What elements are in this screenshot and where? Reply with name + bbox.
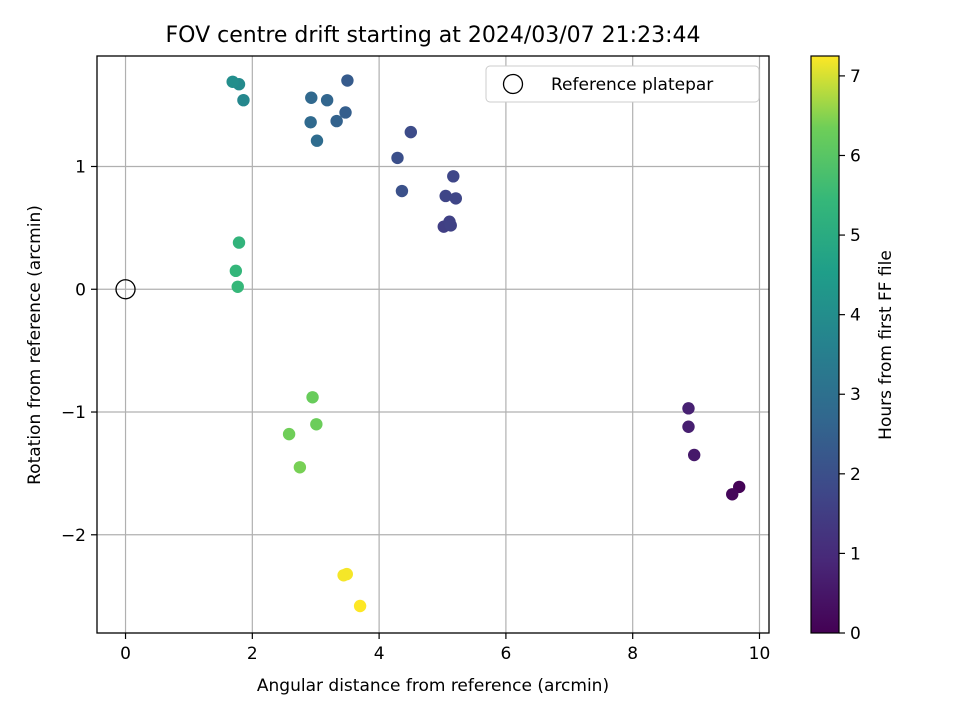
data-point	[330, 114, 343, 128]
reference-marker	[115, 279, 136, 300]
y-tick-label: −2	[61, 526, 86, 546]
colorbar-tick-label: 0	[850, 624, 861, 644]
data-point	[229, 264, 243, 278]
x-tick-label: 4	[374, 644, 385, 664]
data-point	[310, 134, 324, 147]
data-point	[232, 236, 246, 249]
y-axis-label: Rotation from reference (arcmin)	[25, 205, 45, 485]
colorbar-tick-label: 7	[850, 67, 861, 87]
colorbar-tick-label: 3	[850, 385, 861, 405]
y-tick-label: 1	[75, 157, 86, 177]
legend: Reference platepar	[485, 65, 760, 103]
colorbar-tick-label: 6	[850, 146, 861, 166]
data-point	[726, 488, 739, 501]
colorbar-label: Hours from first FF file	[876, 250, 896, 440]
reference-point	[115, 279, 136, 300]
chart-title: FOV centre drift starting at 2024/03/07 …	[166, 23, 701, 48]
data-point	[391, 151, 404, 165]
data-point	[447, 170, 460, 183]
x-tick-label: 10	[749, 644, 771, 664]
colorbar-tick-label: 2	[850, 465, 861, 485]
x-tick-label: 8	[627, 644, 638, 664]
data-point	[304, 116, 317, 129]
data-point	[687, 448, 701, 462]
data-point	[231, 280, 244, 293]
data-point	[404, 125, 418, 139]
x-tick-label: 0	[120, 644, 131, 664]
data-point	[339, 106, 352, 119]
data-point	[353, 599, 367, 613]
x-axis-label: Angular distance from reference (arcmin)	[257, 676, 609, 696]
legend-entry-reference: Reference platepar	[551, 75, 713, 95]
data-point	[395, 184, 409, 198]
data-point	[226, 75, 239, 88]
data-point	[341, 74, 354, 87]
data-point	[306, 391, 319, 404]
grid-lines	[97, 56, 769, 633]
x-axis-ticks: 0 2 4 6 8 10	[120, 633, 770, 664]
colorbar-tick-label: 1	[850, 544, 861, 564]
data-point	[439, 189, 452, 203]
legend-reference-marker	[502, 73, 524, 95]
data-point	[682, 420, 695, 433]
y-tick-label: 0	[75, 280, 86, 300]
data-point	[310, 418, 323, 431]
y-axis-ticks: −2 −1 0 1	[61, 157, 97, 546]
data-point	[237, 93, 250, 107]
y-tick-label: −1	[61, 403, 86, 423]
data-point	[337, 569, 350, 582]
colorbar-tick-label: 4	[850, 306, 861, 326]
data-point	[682, 402, 695, 415]
x-tick-label: 2	[247, 644, 258, 664]
data-point	[444, 219, 457, 232]
data-points	[226, 74, 746, 613]
data-point	[305, 91, 318, 104]
colorbar	[810, 55, 840, 634]
data-point	[282, 427, 296, 441]
colorbar-ticks: 0 1 2 3 4 5 6 7	[839, 67, 861, 644]
plot-frame	[96, 55, 770, 634]
data-point	[293, 461, 307, 474]
data-point	[449, 192, 463, 205]
x-tick-label: 6	[500, 644, 511, 664]
colorbar-tick-label: 5	[850, 226, 861, 246]
legend-box	[485, 65, 760, 103]
data-point	[320, 93, 334, 107]
